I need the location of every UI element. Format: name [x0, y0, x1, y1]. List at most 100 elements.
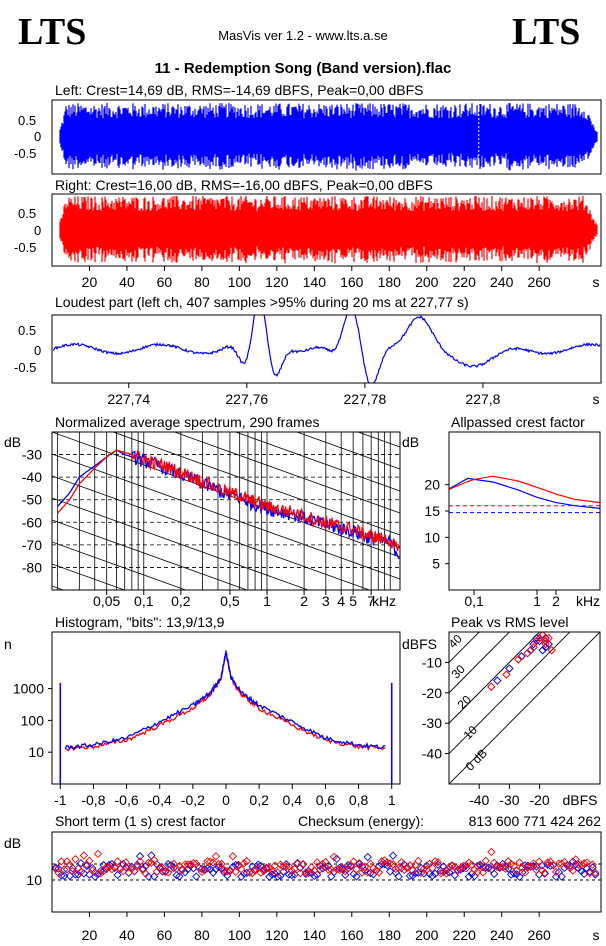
loudest-part-line	[52, 315, 601, 383]
stc-point-right	[402, 863, 412, 873]
stc-point-right	[450, 862, 460, 872]
stc-point-left	[79, 869, 89, 878]
stc-point-right	[436, 869, 445, 878]
x-tick-label: 227,76	[225, 391, 268, 407]
stc-point-right	[498, 862, 507, 872]
stc-point-right	[110, 863, 119, 872]
stc-point-left	[484, 863, 493, 872]
histogram-panel: Histogram, "bits": 13,9/13,9 n 100010010…	[4, 614, 401, 808]
spectrum-panel: Normalized average spectrum, 290 frames …	[4, 414, 401, 609]
stc-point-right	[267, 867, 277, 876]
right-waveform-frame	[51, 193, 602, 267]
stc-point-right	[456, 864, 465, 873]
stc-point-left	[394, 872, 403, 881]
stc-point-right	[107, 865, 117, 874]
pvr-point-right	[529, 642, 538, 652]
left-waveform-frame	[51, 99, 602, 175]
stc-point-right	[124, 862, 133, 871]
stc-point-left	[540, 869, 549, 878]
pvr-point-right	[532, 636, 541, 646]
stc-point-right	[461, 864, 471, 873]
right-y-tick-1: 0.5	[18, 206, 36, 221]
stc-x-tick: 200	[415, 927, 439, 943]
pvr-x-tick: -40	[469, 792, 489, 808]
left-waveform-panel: Left: Crest=14,69 dB, RMS=-14,69 dBFS, P…	[14, 82, 602, 175]
stc-point-right	[380, 856, 389, 865]
stc-point-right	[428, 863, 437, 873]
stc-point-right	[374, 868, 384, 877]
stc-frame	[51, 831, 602, 913]
spectrum-x-tick: 2	[300, 593, 308, 609]
stc-point-right	[343, 864, 353, 873]
spectrum-x-tick: 5	[349, 593, 357, 609]
right-y-tick-2: 0	[34, 223, 41, 238]
loudest-part-frame	[51, 314, 602, 384]
allpassed-y-tick: 5	[432, 556, 440, 572]
stc-point-right	[76, 867, 86, 876]
stc-point-left	[579, 869, 589, 879]
stc-point-right	[405, 861, 415, 870]
stc-point-right	[85, 856, 94, 866]
stc-point-right	[270, 861, 280, 870]
histogram-x-tick: 0,8	[349, 792, 369, 808]
slope-line	[52, 475, 371, 590]
spectrum-x-tick: 1	[263, 593, 271, 609]
stc-x-tick: 240	[490, 927, 514, 943]
pvr-point-right	[541, 639, 550, 649]
stc-point-right	[414, 856, 423, 866]
crest-diagonal	[449, 632, 541, 724]
stc-point-right	[102, 862, 111, 872]
stc-point-right	[228, 852, 237, 861]
crest-diagonal-label: 0 dB	[463, 746, 490, 773]
spectrum-x-tick: 0,05	[93, 593, 120, 609]
x-tick-label: 140	[303, 274, 327, 290]
loudest-part-plot	[52, 315, 601, 383]
spectrum-series-right	[57, 449, 400, 552]
x-unit-label: s	[593, 274, 600, 290]
x-unit-label: s	[593, 391, 600, 407]
pvr-y-tick: -10	[422, 654, 442, 670]
stc-point-right	[96, 869, 105, 878]
stc-point-right	[318, 859, 327, 869]
stc-point-left	[82, 861, 91, 871]
stc-x-tick: 100	[228, 927, 252, 943]
stc-point-left	[290, 870, 299, 879]
stc-point-left	[355, 859, 364, 869]
crest-diagonal	[449, 632, 600, 784]
stc-point-left	[327, 872, 336, 881]
x-tick-label: 220	[453, 274, 477, 290]
checksum-label: Checksum (energy):	[298, 813, 424, 829]
stc-point-left	[431, 869, 440, 878]
stc-point-right	[116, 864, 125, 873]
waveform-x-axis: 20 40 60 80 100 120 140 160 180 200 220 240 260 s	[82, 266, 600, 290]
stc-point-right	[298, 859, 308, 869]
stc-point-right	[363, 868, 372, 877]
stc-point-right	[68, 866, 77, 876]
histogram-x-tick: 1	[388, 792, 396, 808]
loud-y-tick-1: 0.5	[18, 323, 36, 338]
stc-point-right	[487, 847, 496, 857]
histogram-x-tick: -0,6	[115, 792, 139, 808]
right-waveform-title: Right: Crest=16,00 dB, RMS=-16,00 dBFS, …	[55, 177, 433, 193]
stc-point-right	[282, 862, 291, 871]
crest-diagonal-label: 40	[446, 631, 466, 651]
crest-diagonal-label: 30	[449, 662, 469, 682]
logo-left: LTS	[18, 11, 86, 53]
stc-point-right	[369, 863, 378, 873]
pvr-point-right	[502, 670, 511, 679]
allpassed-y-tick: 10	[424, 529, 440, 545]
allpassed-ylabel: dB	[402, 434, 419, 450]
logo-right: LTS	[512, 11, 580, 53]
stc-point-left	[591, 870, 600, 879]
stc-point-right	[200, 865, 209, 875]
spectrum-series-left	[57, 449, 400, 560]
spectrum-x-tick: 3	[322, 593, 330, 609]
x-tick-label: 100	[228, 274, 252, 290]
stc-point-left	[279, 867, 288, 876]
x-tick-label: 180	[378, 274, 402, 290]
x-tick-label: 60	[157, 274, 173, 290]
stc-point-left	[60, 871, 69, 881]
stc-point-right	[481, 856, 490, 865]
stc-point-right	[408, 866, 417, 875]
stc-x-tick: 40	[119, 927, 135, 943]
